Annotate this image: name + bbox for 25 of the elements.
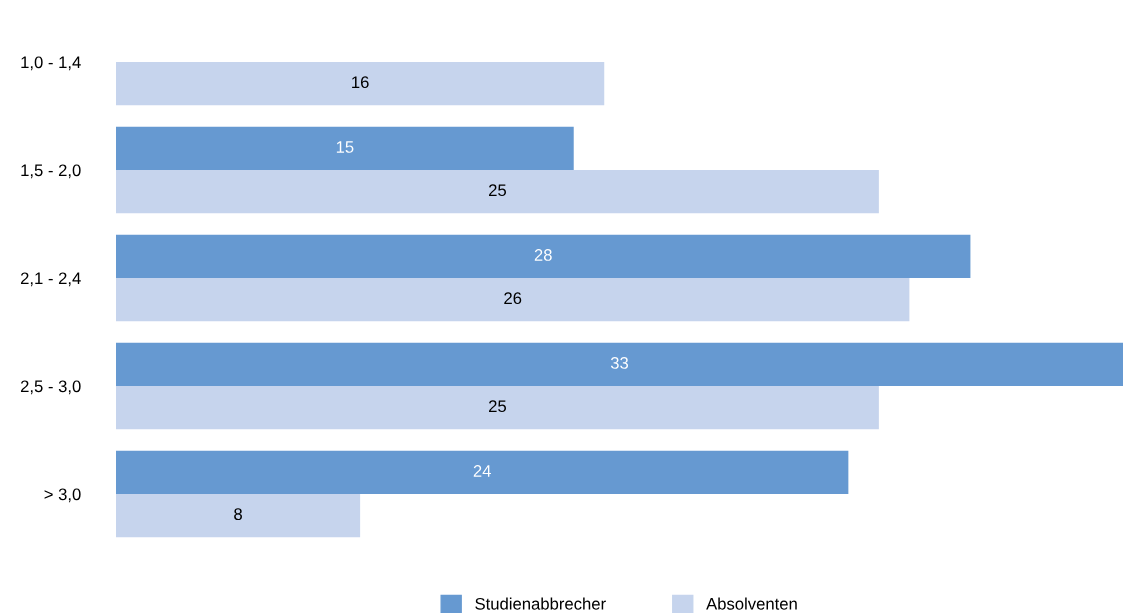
bar — [116, 234, 971, 278]
legend-label: Studienabbrecher — [475, 597, 606, 610]
y-tick-label: 1,0 - 1,4 — [21, 56, 81, 71]
data-label: 28 — [534, 249, 552, 261]
bar — [116, 342, 1123, 386]
legend-label: Absolventen — [706, 597, 797, 610]
data-label: 26 — [504, 292, 522, 305]
bar — [116, 62, 605, 106]
bar — [116, 494, 361, 538]
bar — [116, 386, 879, 430]
data-label: 33 — [610, 357, 629, 369]
data-label: 8 — [234, 508, 242, 521]
data-label: 25 — [489, 184, 507, 197]
bar — [116, 126, 574, 170]
bar — [116, 450, 849, 494]
data-label: 16 — [352, 76, 369, 89]
data-label: 25 — [489, 400, 507, 413]
data-label: 15 — [336, 141, 354, 153]
y-tick-label: > 3,0 — [44, 488, 81, 503]
y-tick-label: 1,5 - 2,0 — [21, 164, 81, 179]
bar — [116, 170, 879, 214]
bar — [116, 278, 910, 322]
data-label: 24 — [473, 465, 491, 477]
y-tick-label: 2,5 - 3,0 — [20, 380, 81, 395]
y-tick-label: 2,1 - 2,4 — [20, 272, 81, 287]
